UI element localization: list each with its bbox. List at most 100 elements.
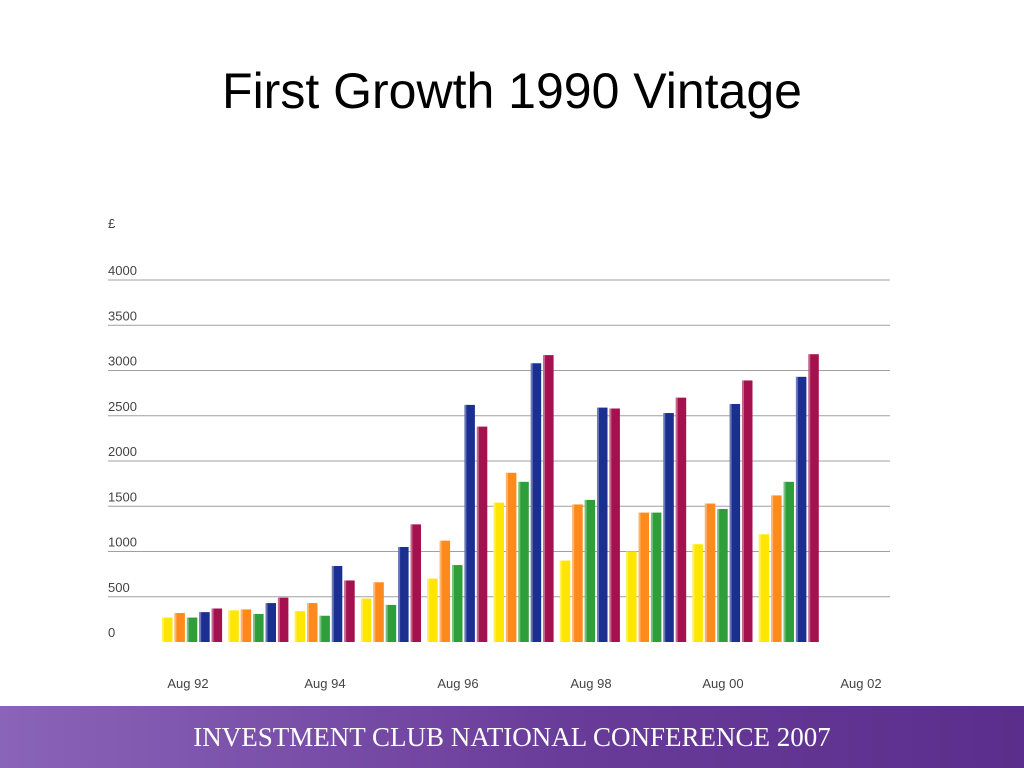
bar-highlight [174,613,177,642]
bar [452,565,463,642]
bar-highlight [319,615,322,642]
bar-highlight [742,380,744,642]
bar [559,560,571,642]
bar-highlight [717,508,720,642]
bar-highlight [675,397,678,642]
bar-highlight [692,544,695,642]
slide-title: First Growth 1990 Vintage [222,63,802,119]
bar-highlight [795,376,798,642]
bar [650,512,662,642]
bar [626,551,637,642]
bar [410,524,421,642]
bar [294,611,306,642]
y-axis-label: £ [108,216,116,231]
bar-highlight [265,603,268,642]
bar-highlight [559,560,562,642]
bar-highlight [307,603,309,642]
bar [663,413,674,642]
bar-highlight [584,499,587,642]
x-tick-label: Aug 92 [167,676,208,691]
bar [331,565,343,642]
bar [493,502,504,642]
bar [398,546,409,642]
bar [162,617,173,642]
y-tick-label: 2000 [108,444,137,459]
bar [319,615,330,642]
y-tick-label: 1500 [108,489,137,504]
y-tick-label: 3500 [108,308,137,323]
bar-highlight [505,472,508,642]
bar-highlight [452,565,454,642]
bar [199,612,210,642]
y-tick-label: 500 [108,580,130,595]
bar-highlight [572,504,575,642]
bar-highlight [385,604,388,642]
bars [162,354,819,642]
bar-highlight [228,610,231,642]
bar-highlight [410,524,413,642]
bar [360,598,372,642]
bar [795,376,807,642]
y-tick-label: 3000 [108,354,137,369]
bar-highlight [344,580,347,642]
bar [638,512,649,642]
bar-highlight [597,407,599,642]
bar-highlight [277,597,280,642]
bar [675,397,687,642]
bar [211,608,223,642]
footer-text: INVESTMENT CLUB NATIONAL CONFERENCE 2007 [193,722,831,752]
bar [729,403,741,642]
bar [808,354,819,642]
bar [373,582,384,642]
bar [439,540,451,642]
bar-highlight [439,540,442,642]
x-tick-label: Aug 98 [570,676,611,691]
bar [344,580,355,642]
bar-highlight [493,502,496,642]
bar [307,603,318,642]
bar-highlight [808,354,811,642]
bar [742,380,753,642]
x-tick-label: Aug 00 [702,676,743,691]
y-tick-label: 0 [108,625,115,640]
bar-highlight [704,503,707,642]
bar [783,481,794,642]
bar [584,499,596,642]
bar [692,544,703,642]
bar [518,481,529,642]
footer-band: INVESTMENT CLUB NATIONAL CONFERENCE 2007 [0,706,1024,768]
bar-highlight [543,355,546,642]
bar [771,495,782,642]
y-tick-label: 2500 [108,399,137,414]
y-tick-label: 1000 [108,535,137,550]
bar [265,603,276,642]
bar [505,472,517,642]
bar [240,609,252,642]
bar-highlight [609,408,612,642]
bar-highlight [186,617,189,642]
bar [476,426,488,642]
bar [758,534,770,642]
bar [572,504,583,642]
x-tick-label: Aug 94 [304,676,345,691]
bar [385,604,397,642]
bar-highlight [650,512,653,642]
y-tick-label: 4000 [108,263,137,278]
bar [704,503,716,642]
bar-highlight [331,565,334,642]
bar-highlight [199,612,202,642]
bar-highlight [518,481,521,642]
bar [277,597,289,642]
bar-highlight [360,598,363,642]
bar-chart: 0 500 1000 1500 2000 2500 3000 3500 4000 £ Aug 92 A… [108,216,890,691]
bar-highlight [626,551,629,642]
bar-highlight [253,613,256,642]
bar [464,404,475,642]
bar-highlight [771,495,774,642]
bar-highlight [758,534,761,642]
bar-highlight [373,582,376,642]
bar-highlight [464,404,467,642]
bar-highlight [427,578,430,642]
bar-highlight [783,481,786,642]
bar [597,407,608,642]
